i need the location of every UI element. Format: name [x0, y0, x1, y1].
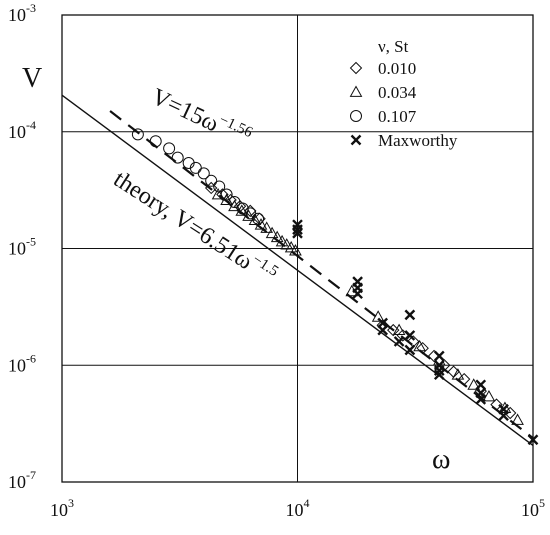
- data-point-x: [498, 410, 509, 422]
- data-point-circle: [131, 128, 144, 141]
- y-tick-label: 10-3: [8, 1, 36, 25]
- data-point-triangle: [349, 85, 363, 97]
- data-point-x: [292, 227, 303, 239]
- x-tick-labels: 103 104 105: [50, 496, 545, 520]
- data-point-triangle: [228, 199, 241, 212]
- data-point-x: [292, 224, 303, 236]
- theory-line: [61, 94, 534, 446]
- data-point-x: [350, 134, 362, 146]
- data-point-triangle: [242, 209, 255, 221]
- data-point-triangle: [392, 323, 406, 336]
- data-point-triangle: [265, 226, 279, 239]
- data-point-diamond: [216, 188, 229, 201]
- theory-annotation: theory, V=6.51ω−1.5: [109, 164, 281, 290]
- data-point-x: [433, 369, 445, 381]
- data-point-x: [377, 324, 389, 336]
- data-point-x: [393, 336, 405, 347]
- data-point-triangle: [482, 389, 496, 402]
- data-point-triangle: [270, 230, 284, 243]
- data-point-triangle: [451, 368, 465, 380]
- data-point-circle: [205, 174, 218, 187]
- data-point-x: [527, 434, 539, 446]
- legend-entry-label: 0.010: [378, 59, 416, 78]
- data-point-diamond: [447, 365, 460, 378]
- data-point-diamond: [204, 181, 218, 195]
- y-tick-label: 10-4: [8, 118, 36, 142]
- data-point-x: [352, 288, 363, 300]
- y-tick-label: 10-7: [8, 468, 36, 492]
- plot-frame: [61, 14, 534, 483]
- y-tick-label: 10-6: [8, 351, 36, 375]
- data-point-circle: [220, 188, 233, 201]
- dashed-fit-annotation: V=15ω−1.56: [147, 82, 255, 152]
- data-point-x: [433, 365, 445, 376]
- data-point-triangle: [467, 378, 481, 390]
- data-point-circle: [163, 142, 176, 155]
- legend: ν, St 0.010 0.034 0.107 Maxworthy: [349, 37, 458, 150]
- data-point-diamond: [490, 398, 503, 411]
- legend-entry-label: 0.034: [378, 83, 417, 102]
- legend-entry-label: Maxworthy: [378, 131, 458, 150]
- data-point-x: [404, 330, 416, 341]
- legend-title: ν, St: [378, 37, 409, 56]
- data-point-triangle: [260, 221, 274, 233]
- fit-annotations: V=15ω−1.56 theory, V=6.51ω−1.5: [109, 82, 281, 290]
- data-point-triangle: [235, 204, 249, 216]
- x-tick-label: 105: [521, 496, 545, 520]
- data-point-circle: [171, 151, 184, 164]
- data-point-circle: [252, 212, 265, 225]
- data-point-diamond: [349, 61, 363, 75]
- y-tick-label: 10-5: [8, 235, 36, 259]
- data-point-circle: [213, 180, 226, 193]
- x-tick-label: 103: [50, 496, 74, 520]
- y-axis-label: V: [22, 63, 42, 94]
- data-point-triangle: [511, 413, 524, 425]
- data-point-x: [404, 309, 416, 321]
- data-point-x: [475, 394, 487, 405]
- legend-entry-label: 0.107: [378, 107, 417, 126]
- data-point-diamond: [457, 372, 471, 386]
- data-point-circle: [149, 135, 162, 148]
- data-point-triangle: [289, 244, 302, 256]
- data-point-circle: [228, 196, 241, 209]
- data-point-x: [433, 350, 445, 362]
- data-point-triangle: [275, 234, 289, 247]
- x-axis-label: ω: [432, 444, 450, 475]
- data-point-circle: [350, 110, 362, 122]
- data-point-circle: [197, 167, 210, 180]
- data-point-x: [475, 379, 487, 391]
- data-point-triangle: [371, 310, 385, 322]
- data-point-triangle: [413, 339, 426, 352]
- data-point-x: [404, 344, 416, 356]
- data-point-diamond: [416, 341, 429, 355]
- x-tick-label: 104: [286, 496, 310, 520]
- data-markers: [131, 128, 539, 446]
